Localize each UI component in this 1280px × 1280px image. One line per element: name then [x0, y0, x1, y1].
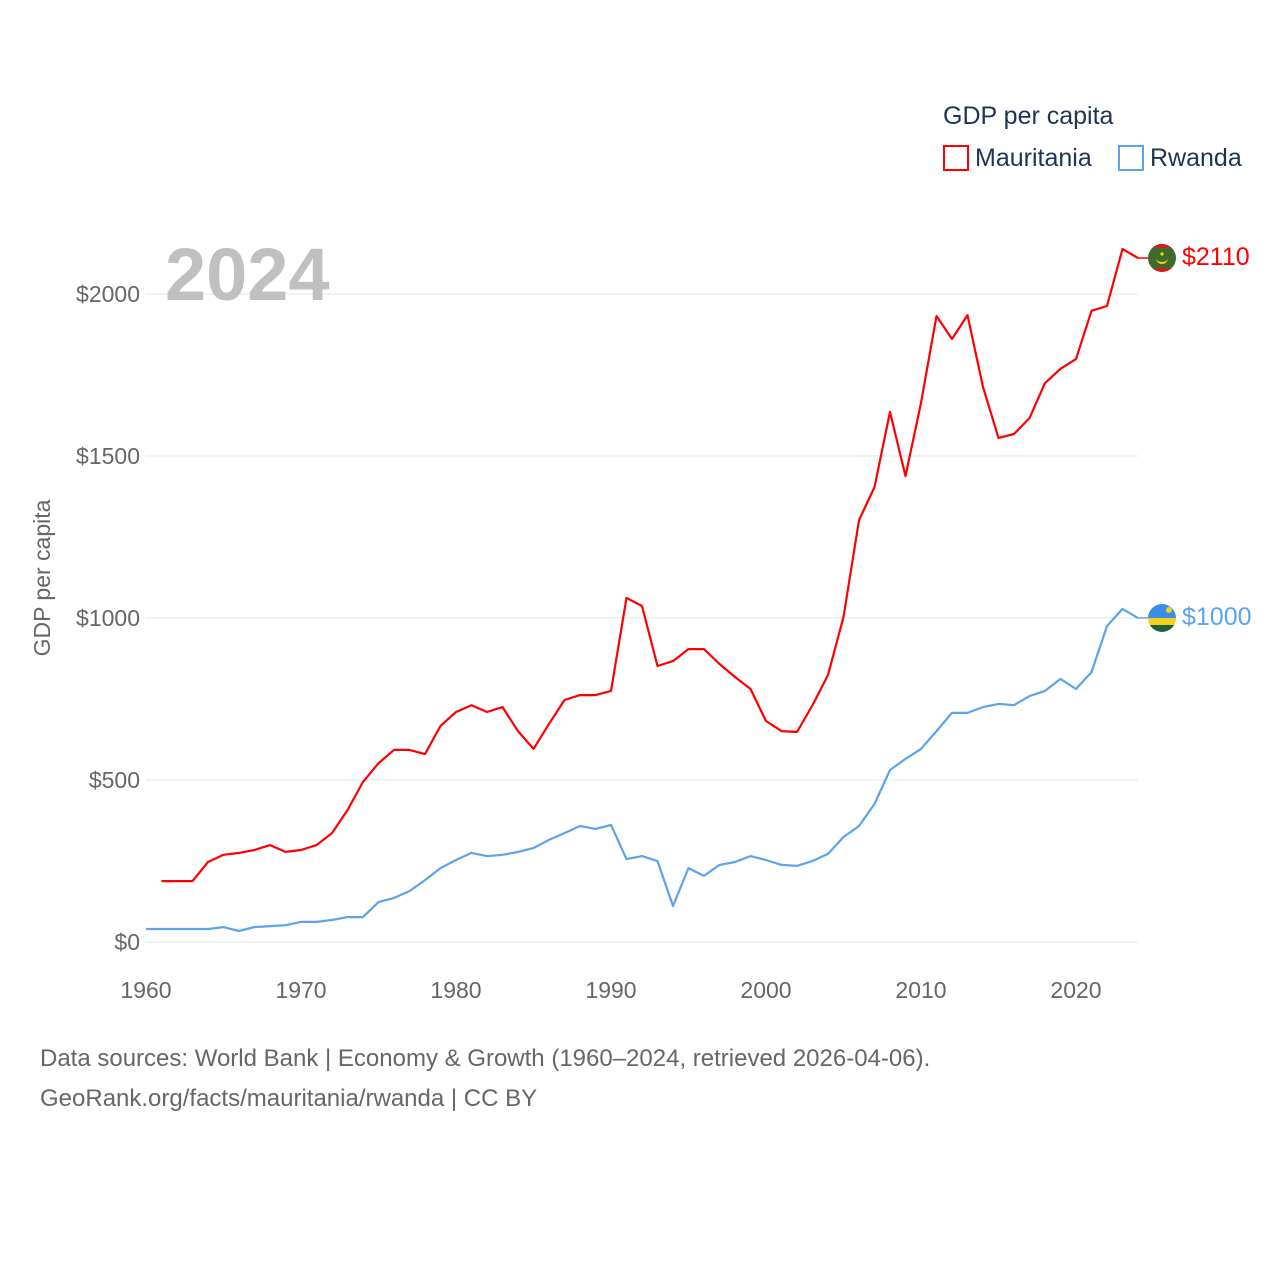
legend-item-mauritania[interactable]: Mauritania	[975, 144, 1092, 172]
footer-sources: Data sources: World Bank | Economy & Gro…	[40, 1045, 931, 1072]
series-line-mauritania	[161, 247, 1139, 883]
legend[interactable]: GDP per capita Mauritania Rwanda	[943, 102, 1242, 172]
mauritania-end-label: $2110	[1182, 243, 1250, 271]
x-tick-label: 1980	[430, 977, 481, 1003]
x-axis-ticks: 1960 1970 1980 1990 2000 2010 2020	[120, 977, 1101, 1003]
mauritania-flag-icon	[1148, 244, 1176, 272]
y-axis-ticks: $0 $500 $1000 $1500 $2000	[76, 281, 140, 955]
legend-swatch-rwanda	[1118, 145, 1144, 171]
gridlines	[146, 293, 1138, 943]
rwanda-end-label: $1000	[1182, 603, 1252, 631]
legend-swatch-mauritania	[943, 145, 969, 171]
legend-item-rwanda[interactable]: Rwanda	[1150, 144, 1242, 172]
series-line-rwanda	[146, 607, 1139, 933]
y-tick-label: $500	[89, 767, 140, 793]
rwanda-flag-icon	[1148, 604, 1176, 632]
y-tick-label: $1500	[76, 443, 140, 469]
y-tick-label: $0	[114, 929, 140, 955]
x-tick-label: 2000	[740, 977, 791, 1003]
year-label: 2024	[165, 233, 330, 316]
y-axis-label: GDP per capita	[29, 499, 55, 656]
footer-credit[interactable]: GeoRank.org/facts/mauritania/rwanda | CC…	[40, 1085, 538, 1112]
x-tick-label: 1970	[275, 977, 326, 1003]
x-tick-label: 1990	[585, 977, 636, 1003]
x-tick-label: 1960	[120, 977, 171, 1003]
series-lines	[146, 247, 1148, 933]
legend-title: GDP per capita	[943, 102, 1114, 130]
x-tick-label: 2020	[1050, 977, 1101, 1003]
x-tick-label: 2010	[895, 977, 946, 1003]
y-tick-label: $1000	[76, 605, 140, 631]
y-tick-label: $2000	[76, 281, 140, 307]
